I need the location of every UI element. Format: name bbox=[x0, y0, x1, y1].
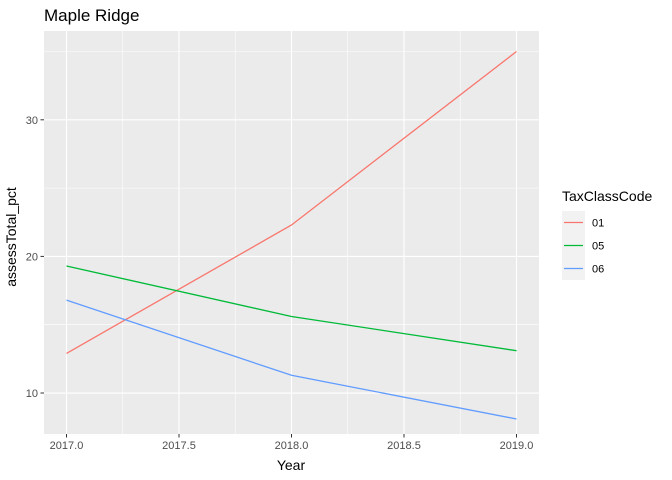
x-tick-label: 2018.5 bbox=[387, 440, 421, 452]
x-axis: 2017.0 2017.5 2018.0 2018.5 2019.0 bbox=[50, 434, 534, 452]
y-tick-label: 10 bbox=[26, 388, 38, 400]
y-axis: 10 20 30 bbox=[26, 115, 44, 400]
x-tick-label: 2017.5 bbox=[162, 440, 196, 452]
legend-label-05: 05 bbox=[592, 241, 604, 253]
series-lines bbox=[66, 50, 517, 420]
x-tick-label: 2019.0 bbox=[500, 440, 534, 452]
x-axis-title: Year bbox=[277, 457, 306, 473]
series-line-01 bbox=[66, 50, 517, 354]
legend-title: TaxClassCode bbox=[562, 188, 652, 204]
series-line-06 bbox=[66, 299, 517, 420]
y-axis-title: assessTotal_pct bbox=[3, 187, 19, 287]
x-tick-label: 2018.0 bbox=[275, 440, 309, 452]
major-gridlines bbox=[44, 31, 539, 434]
chart-title: Maple Ridge bbox=[44, 6, 139, 25]
legend-label-01: 01 bbox=[592, 218, 604, 230]
legend: TaxClassCode 01 05 06 bbox=[562, 188, 652, 280]
y-tick-label: 30 bbox=[26, 115, 38, 127]
x-tick-label: 2017.0 bbox=[50, 440, 84, 452]
legend-label-06: 06 bbox=[592, 264, 604, 276]
series-line-05 bbox=[66, 265, 517, 352]
y-tick-label: 20 bbox=[26, 251, 38, 263]
